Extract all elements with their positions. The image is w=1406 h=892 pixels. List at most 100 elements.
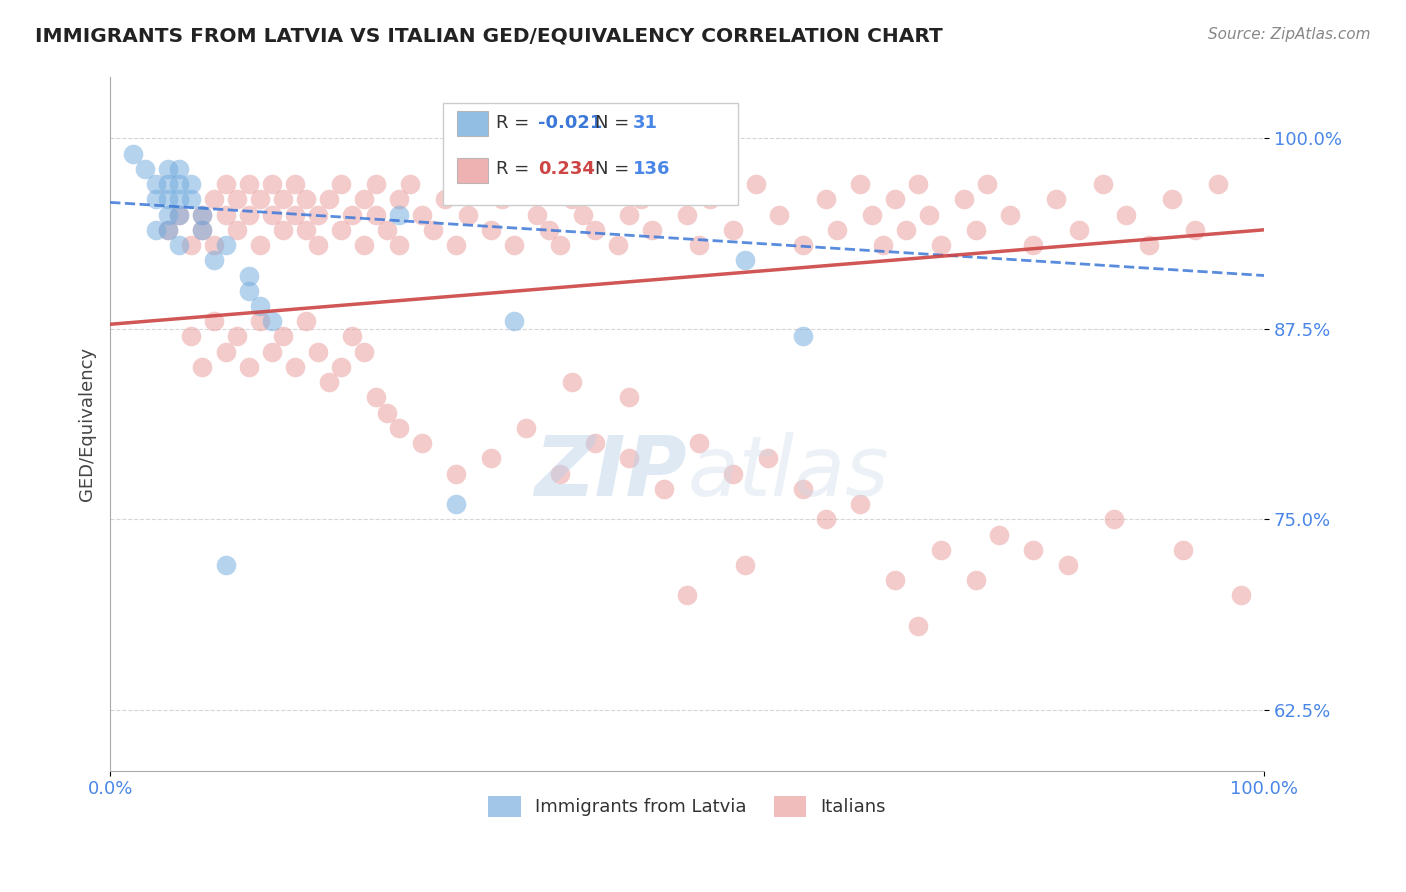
Point xyxy=(965,573,987,587)
Point xyxy=(676,589,699,603)
Point xyxy=(318,192,340,206)
Point xyxy=(1022,542,1045,557)
Point xyxy=(271,192,294,206)
Point xyxy=(468,177,491,191)
Text: ZIP: ZIP xyxy=(534,432,688,513)
Point xyxy=(953,192,976,206)
Point xyxy=(537,223,560,237)
Point xyxy=(388,192,411,206)
Y-axis label: GED/Equivalency: GED/Equivalency xyxy=(79,347,96,501)
Point xyxy=(342,329,364,343)
Point xyxy=(238,177,260,191)
Point xyxy=(238,284,260,298)
Point xyxy=(180,329,202,343)
Point xyxy=(307,344,329,359)
Point xyxy=(503,238,526,252)
Point xyxy=(180,192,202,206)
Point xyxy=(515,177,537,191)
Point xyxy=(353,344,375,359)
Text: N =: N = xyxy=(595,161,634,178)
Point xyxy=(249,299,271,313)
Point xyxy=(191,208,214,222)
Point xyxy=(202,253,225,268)
Point xyxy=(641,223,664,237)
Point xyxy=(987,527,1010,541)
Point xyxy=(792,329,814,343)
Point xyxy=(238,359,260,374)
Point xyxy=(849,497,872,511)
Point xyxy=(699,192,721,206)
Point xyxy=(169,161,191,176)
Text: 31: 31 xyxy=(633,114,658,132)
Point xyxy=(364,208,387,222)
Point xyxy=(1091,177,1114,191)
Point xyxy=(249,238,271,252)
Point xyxy=(156,223,179,237)
Point xyxy=(825,223,848,237)
Point xyxy=(226,329,249,343)
Point xyxy=(619,451,641,466)
Point xyxy=(226,223,249,237)
Point xyxy=(503,314,526,328)
Point xyxy=(156,223,179,237)
Point xyxy=(180,177,202,191)
Point xyxy=(446,467,468,481)
Point xyxy=(295,223,318,237)
Point xyxy=(284,177,307,191)
Point xyxy=(792,482,814,496)
Point xyxy=(814,512,837,526)
Point xyxy=(260,177,283,191)
Point xyxy=(561,192,583,206)
Point xyxy=(907,177,929,191)
Text: -0.021: -0.021 xyxy=(538,114,603,132)
Point xyxy=(329,177,352,191)
Point xyxy=(734,558,756,572)
Point xyxy=(1115,208,1137,222)
Point xyxy=(202,238,225,252)
Text: N =: N = xyxy=(595,114,634,132)
Point xyxy=(896,223,918,237)
Point xyxy=(191,208,214,222)
Point xyxy=(1160,192,1182,206)
Point xyxy=(1045,192,1067,206)
Point xyxy=(145,192,167,206)
Text: R =: R = xyxy=(496,161,536,178)
Point xyxy=(238,208,260,222)
Point xyxy=(295,314,318,328)
Point xyxy=(214,208,236,222)
Point xyxy=(433,192,456,206)
Point xyxy=(411,436,433,450)
Point xyxy=(548,238,571,252)
Point xyxy=(214,344,236,359)
Point xyxy=(364,391,387,405)
Point xyxy=(583,436,606,450)
Point xyxy=(446,238,468,252)
Point xyxy=(723,223,745,237)
Point xyxy=(883,192,905,206)
Point xyxy=(214,238,236,252)
Point xyxy=(652,177,675,191)
Point xyxy=(515,421,537,435)
Point xyxy=(1206,177,1229,191)
Point xyxy=(548,467,571,481)
Point xyxy=(1102,512,1125,526)
Point xyxy=(145,177,167,191)
Point xyxy=(491,192,513,206)
Point xyxy=(998,208,1021,222)
Point xyxy=(169,192,191,206)
Point xyxy=(630,192,652,206)
Point xyxy=(1230,589,1253,603)
Text: Source: ZipAtlas.com: Source: ZipAtlas.com xyxy=(1208,27,1371,42)
Point xyxy=(191,359,214,374)
Point xyxy=(929,542,952,557)
Point xyxy=(768,208,790,222)
Point xyxy=(457,208,479,222)
Point xyxy=(883,573,905,587)
Point xyxy=(249,314,271,328)
Point xyxy=(676,208,699,222)
Point xyxy=(583,223,606,237)
Point xyxy=(561,375,583,389)
Point xyxy=(214,558,236,572)
Point xyxy=(479,451,502,466)
Point xyxy=(307,208,329,222)
